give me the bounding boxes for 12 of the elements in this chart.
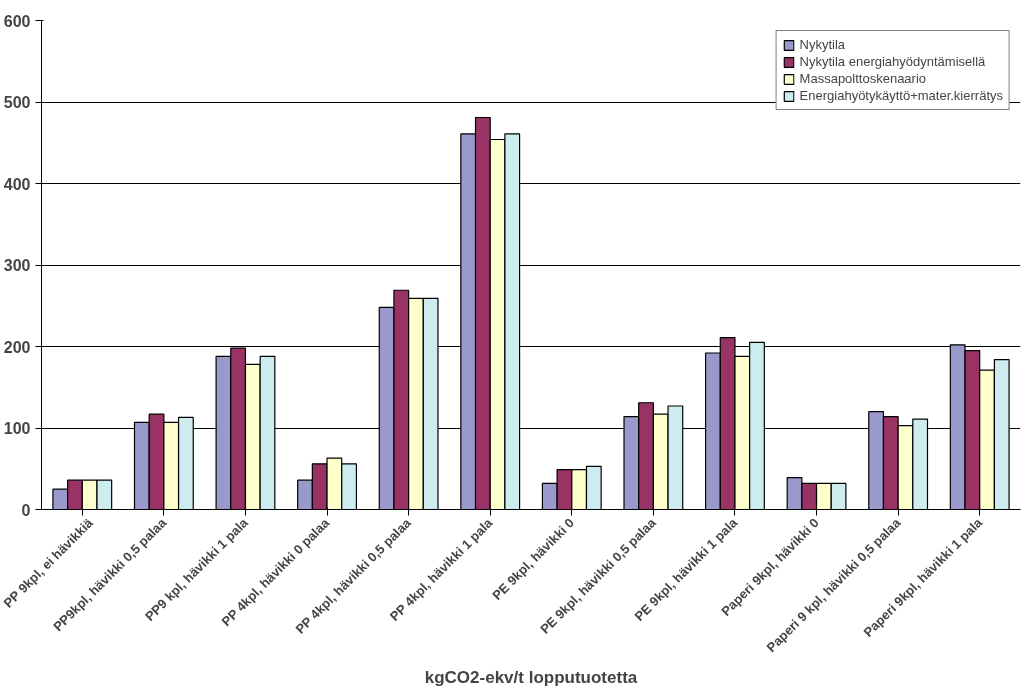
legend-label: Energiahyötykäyttö+mater.kierrätys bbox=[799, 88, 1003, 103]
y-tick-label: 0 bbox=[21, 501, 31, 519]
y-tick-label: 200 bbox=[3, 338, 31, 356]
x-axis-title: kgCO2-ekv/t lopputuotetta bbox=[424, 668, 638, 688]
y-tick-label: 600 bbox=[3, 12, 31, 30]
y-tick-label: 300 bbox=[3, 257, 31, 274]
legend-label: Nykytila energiahyödyntämisellä bbox=[799, 54, 986, 69]
legend-label: Nykytila bbox=[799, 37, 846, 52]
y-tick-label: 400 bbox=[3, 175, 31, 193]
y-tick-label: 500 bbox=[3, 94, 31, 111]
legend-label: Massapolttoskenaario bbox=[799, 71, 927, 86]
y-tick-label: 100 bbox=[3, 420, 31, 437]
